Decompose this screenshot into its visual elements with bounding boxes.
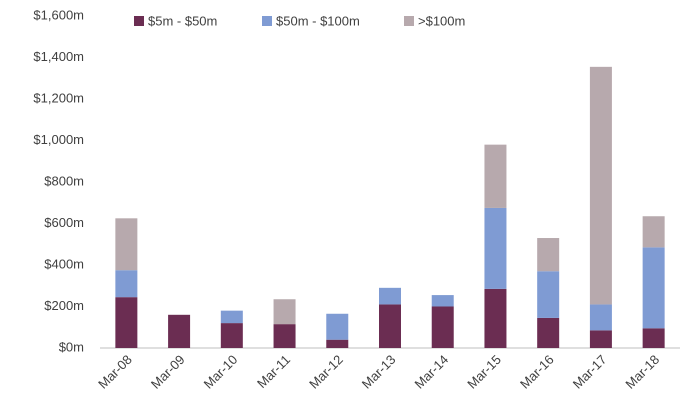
y-tick-label: $1,400m [33,49,84,64]
bar-segment [431,306,454,348]
x-tick-label: Mar-18 [622,352,662,392]
bar-segment [115,297,138,348]
legend-swatch [404,16,414,26]
y-tick-label: $400m [44,256,84,271]
x-tick-label: Mar-08 [95,352,135,392]
y-tick-label: $1,000m [33,132,84,147]
bar-segment [642,328,665,348]
legend-label: >$100m [418,13,465,28]
x-tick-label: Mar-14 [412,352,452,392]
x-tick-label: Mar-11 [254,352,293,391]
bar-segment [589,66,612,305]
bar-segment [220,323,243,348]
y-tick-label: $200m [44,298,84,313]
x-tick-label: Mar-13 [359,352,399,392]
x-tick-label: Mar-16 [517,352,557,392]
bar-segment [115,270,138,298]
x-tick-label: Mar-10 [201,352,241,392]
bar-segment [379,304,401,348]
bar-segment [484,207,507,289]
bar-segment [273,324,296,348]
x-tick-label: Mar-17 [570,352,610,392]
x-tick-label: Mar-12 [306,352,346,392]
bar-segment [642,216,665,248]
y-tick-label: $1,200m [33,90,84,105]
y-tick-label: $800m [44,173,84,188]
y-tick-label: $0m [59,339,84,354]
y-tick-label: $600m [44,215,84,230]
bar-segment [431,295,454,307]
x-tick-label: Mar-15 [464,352,504,392]
bar-segment [379,287,401,305]
bar-segment [326,339,349,348]
bar-segment [589,330,612,348]
legend-label: $5m - $50m [148,13,217,28]
bar-segment [326,313,349,340]
legend-swatch [262,16,272,26]
bar-segment [484,144,507,208]
bar-segment [273,299,296,325]
legend-swatch [134,16,144,26]
bar-segment [537,238,560,272]
legend-label: $50m - $100m [276,13,360,28]
bar-segment [115,218,138,271]
bar-segment [168,314,191,348]
x-tick-label: Mar-09 [148,352,188,392]
bar-segment [537,271,560,318]
bar-segment [484,288,507,348]
bar-segment [642,247,665,329]
bar-segment [537,317,560,348]
y-tick-label: $1,600m [33,7,84,22]
bar-segment [220,310,243,324]
bar-segment [589,304,612,331]
